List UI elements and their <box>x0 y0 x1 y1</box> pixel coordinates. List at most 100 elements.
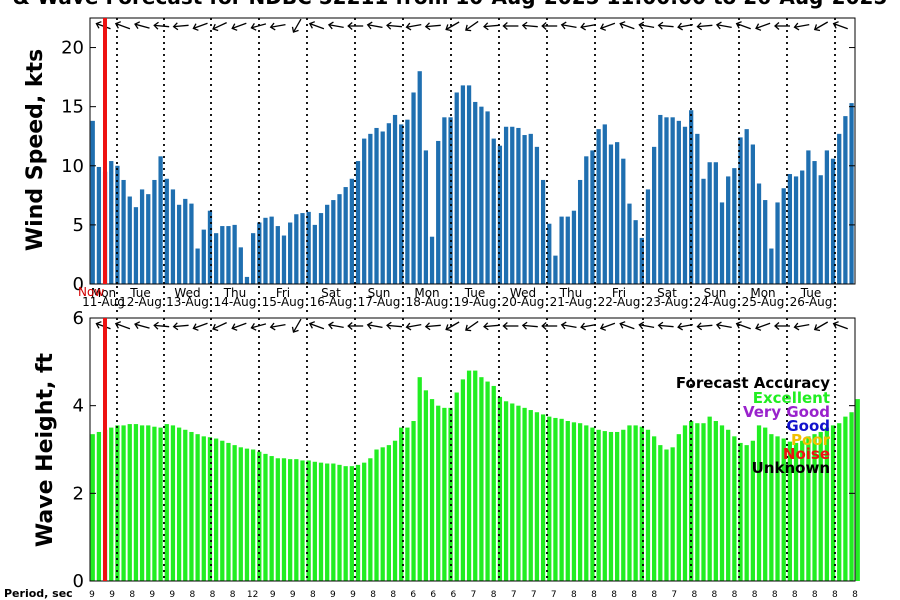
wave-height-bar <box>207 437 213 581</box>
wind-speed-bar <box>429 236 435 284</box>
wave-height-bar <box>331 463 336 581</box>
wave-height-bar <box>750 440 755 581</box>
direction-arrow-icon <box>114 321 131 330</box>
direction-arrow-icon <box>715 21 732 30</box>
period-value: 8 <box>230 590 236 600</box>
wind-speed-bar <box>343 187 348 284</box>
wave-height-bar <box>719 425 725 581</box>
wind-speed-axes <box>89 17 856 285</box>
wind-speed-bar <box>454 92 459 284</box>
wave-height-bar <box>195 434 200 581</box>
wind-speed-bar <box>213 233 219 284</box>
wind-speed-bar <box>584 156 589 284</box>
wave-height-bar <box>133 424 139 581</box>
day-label-date: 23-Aug <box>646 295 689 309</box>
direction-arrow-icon <box>212 22 227 32</box>
wind-speed-bar <box>479 106 484 284</box>
wave-height-bar <box>201 436 206 581</box>
wave-height-bar <box>139 425 145 581</box>
wind-speed-bar <box>590 150 595 284</box>
wind-speed-y-tick-label: 10 <box>61 156 84 177</box>
day-label-date: 11-Aug <box>82 295 125 309</box>
wave-height-bar <box>232 445 237 581</box>
wind-speed-bars <box>90 71 854 285</box>
wind-speed-bar <box>96 166 102 284</box>
wind-speed-bar <box>207 210 213 284</box>
direction-arrow-icon <box>696 22 713 31</box>
wave-height-bar <box>584 425 589 581</box>
day-label-weekday: Sun <box>368 286 391 300</box>
wave-height-bar <box>238 447 243 581</box>
wave-height-bar <box>306 460 311 581</box>
wind-speed-bar <box>837 133 842 284</box>
wave-height-bar <box>497 396 503 581</box>
wind-speed-bar <box>571 210 577 284</box>
period-value: 8 <box>712 590 718 600</box>
legend-item: Excellent <box>753 389 830 407</box>
wave-height-bar <box>170 425 176 581</box>
period-value: 12 <box>247 590 258 600</box>
day-label-date: 18-Aug <box>406 295 449 309</box>
direction-arrow-icon <box>445 321 460 332</box>
wave-height-bar <box>318 462 324 581</box>
wind-speed-bar <box>695 133 700 284</box>
wind-speed-bar <box>682 126 688 284</box>
wind-direction-arrows <box>95 18 848 33</box>
period-values: 9 9 8 9 9 8 8 8 12 9 9 8 9 9 8 8 6 6 6 7 8 7 7 7 8 8 8 8 8 7 8 8 8 8 8 8 8 8 8 <box>89 590 858 600</box>
wave-height-bar <box>627 425 632 581</box>
period-value: 6 <box>430 590 436 600</box>
wind-speed-bar <box>460 85 466 284</box>
wave-height-plot-frame <box>89 317 856 582</box>
direction-arrow-icon <box>521 21 538 30</box>
wind-speed-bar <box>238 247 243 284</box>
direction-arrow-icon <box>153 21 170 30</box>
wave-height-bar <box>158 427 163 581</box>
wind-speed-bar <box>830 158 836 284</box>
wave-height-bar <box>608 431 614 581</box>
wave-height-bar <box>220 440 225 581</box>
wind-speed-bar <box>843 116 848 285</box>
wave-height-bar <box>454 392 459 581</box>
wave-height-bar <box>769 434 774 581</box>
direction-arrow-icon <box>832 21 848 30</box>
wind-speed-y-tick-label: 15 <box>61 97 84 118</box>
wave-height-bar <box>744 445 749 581</box>
wind-speed-bar <box>318 213 324 284</box>
wave-height-bar <box>522 407 527 581</box>
day-label-weekday: Wed <box>174 286 200 300</box>
wave-height-y-tick-label: 4 <box>73 396 84 417</box>
wave-height-bar <box>349 466 354 581</box>
period-value: 8 <box>129 590 135 600</box>
direction-arrow-icon <box>502 322 519 330</box>
direction-arrow-icon <box>172 22 189 31</box>
legend-item: Noise <box>783 445 830 463</box>
direction-arrow-icon <box>541 322 558 330</box>
wind-speed-bar <box>713 162 718 284</box>
direction-arrow-icon <box>172 322 189 331</box>
wind-speed-bar <box>787 174 793 284</box>
day-label-date: 15-Aug <box>262 295 305 309</box>
wave-height-bar <box>176 427 182 581</box>
wind-speed-bar <box>109 161 114 284</box>
wave-height-bar <box>559 418 564 581</box>
wind-speed-bar <box>510 126 515 284</box>
direction-arrow-icon <box>677 322 693 331</box>
direction-arrow-icon <box>619 21 635 30</box>
wave-height-bar <box>152 426 157 581</box>
wind-speed-bar <box>362 138 367 284</box>
wind-speed-bar <box>195 248 200 284</box>
wind-speed-bar <box>806 150 811 284</box>
wave-height-bar <box>96 431 102 581</box>
direction-arrow-icon <box>619 321 635 330</box>
direction-arrow-icon <box>134 21 150 29</box>
wind-speed-bar <box>331 200 336 284</box>
period-value: 7 <box>671 590 677 600</box>
wave-height-bar <box>565 421 570 581</box>
wind-speed-bar <box>164 178 169 284</box>
period-value: 8 <box>732 590 738 600</box>
wave-height-bar <box>670 447 675 581</box>
wind-speed-bar <box>670 117 675 284</box>
wave-height-bar <box>756 425 762 581</box>
wave-height-y-tick-label: 6 <box>73 308 84 329</box>
day-label-date: 13-Aug <box>166 295 209 309</box>
